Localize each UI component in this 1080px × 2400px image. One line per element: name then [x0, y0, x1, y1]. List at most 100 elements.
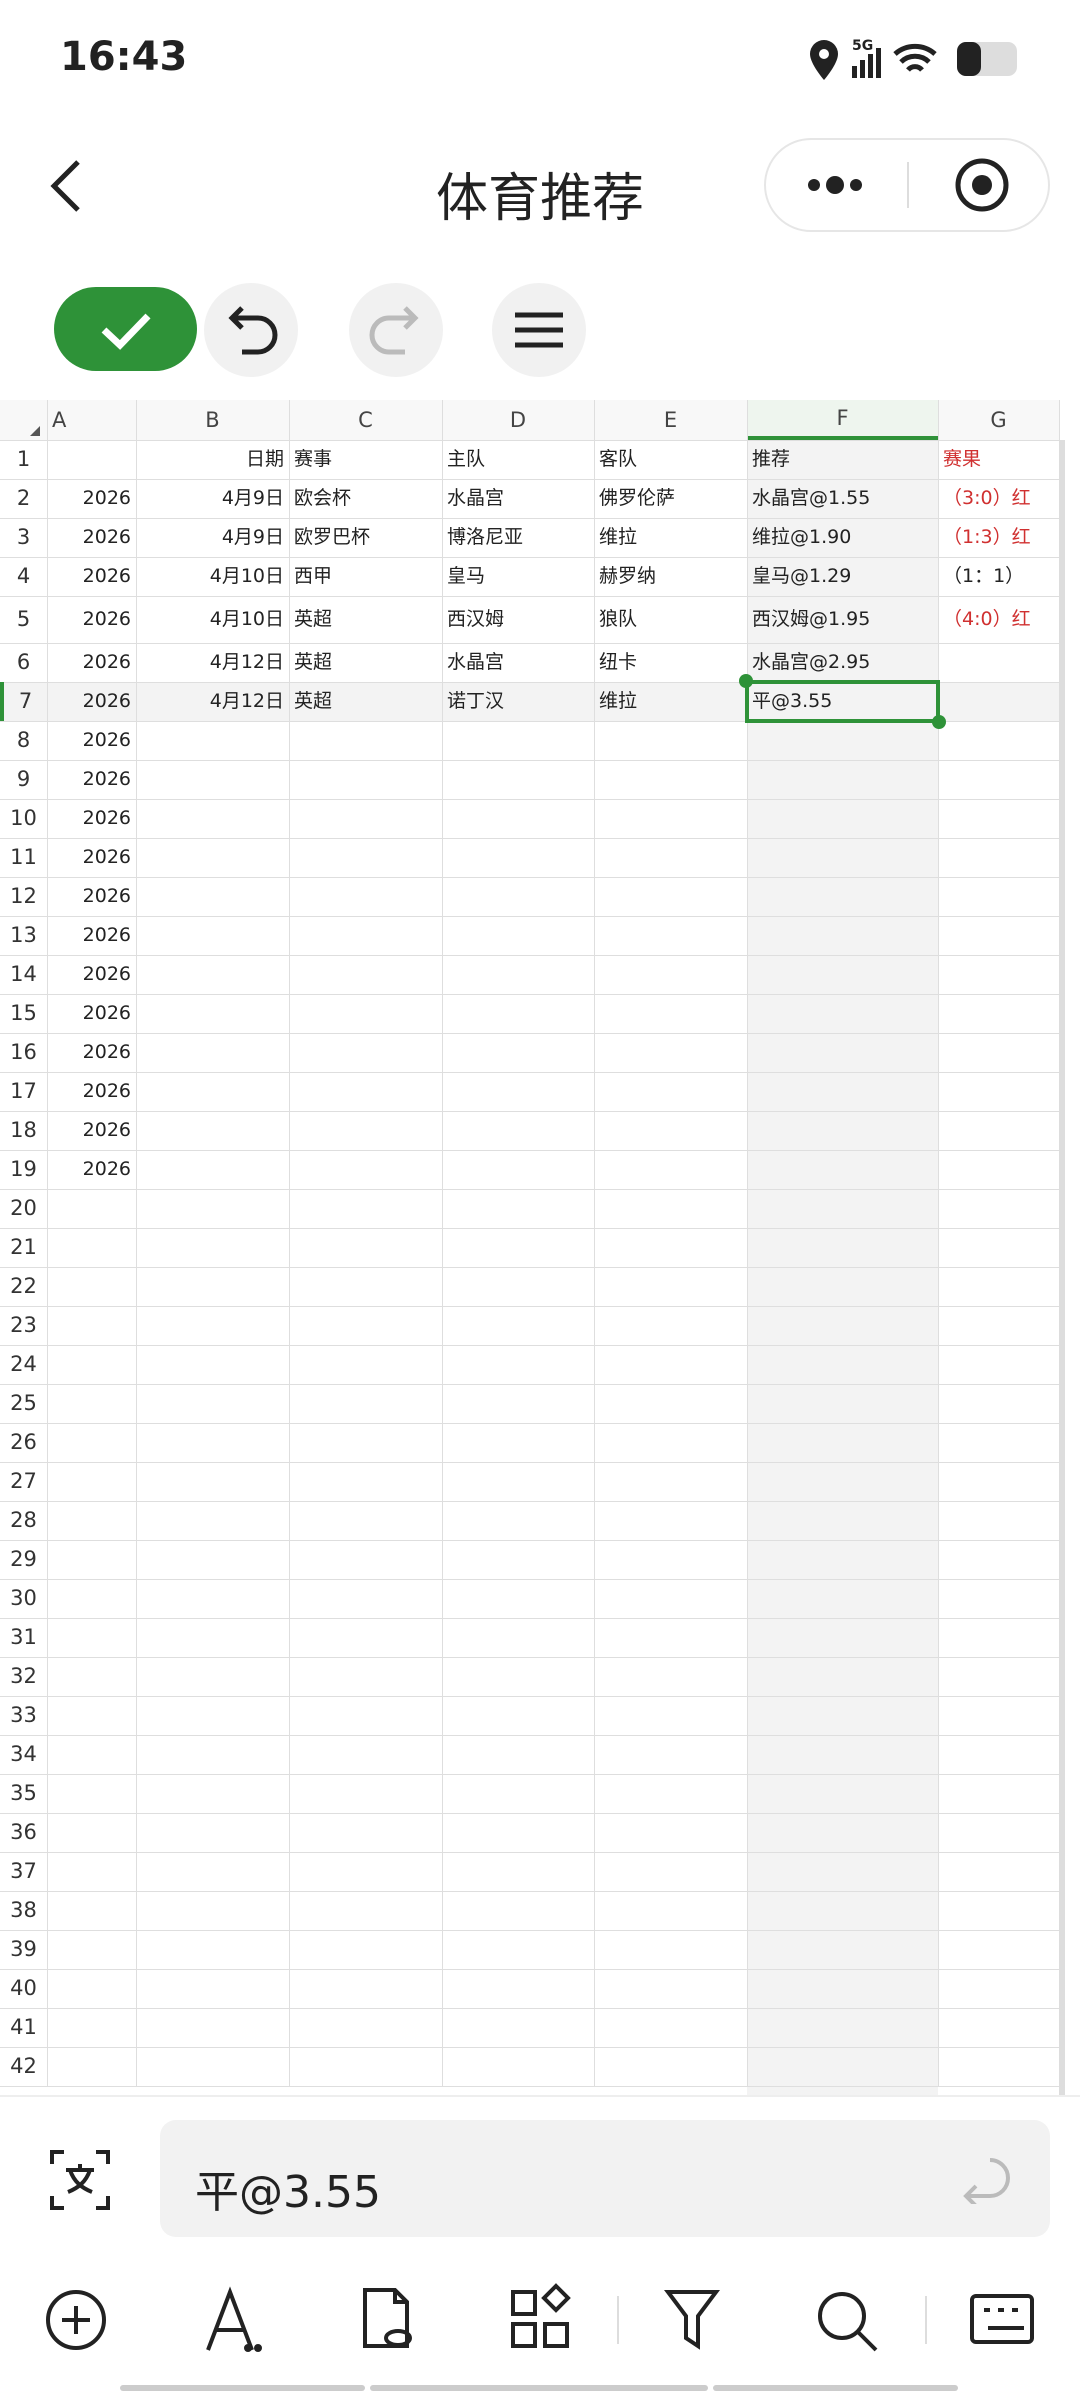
grid-line — [0, 1306, 1059, 1307]
row-number: 23 — [10, 1313, 37, 1337]
grid-line — [0, 440, 1059, 441]
cell: 推荐 — [752, 448, 791, 470]
ocr-button[interactable] — [48, 2148, 112, 2212]
selected-row — [0, 682, 1059, 721]
grid-line — [442, 400, 443, 2086]
grid-line — [0, 1696, 1059, 1697]
redo-button[interactable] — [349, 283, 443, 377]
cell: 西汉姆@1.95 — [752, 608, 871, 630]
row-number: 28 — [10, 1508, 37, 1532]
grid-line — [0, 1228, 1059, 1229]
row-number: 42 — [10, 2054, 37, 2078]
grid-line — [0, 1774, 1059, 1775]
grid-line — [0, 1150, 1059, 1151]
spreadsheet: A B C D E F G 1 日期 赛事 主队 客队 推荐 赛果 2 2026 4月9日 欧会杯 水晶宫 佛罗伦萨水… — [0, 400, 1080, 2095]
cell: 2026 — [82, 885, 131, 907]
formula-text: 平@3.55 — [195, 2167, 381, 2218]
cell: 英超 — [294, 651, 333, 673]
filter-button[interactable] — [664, 2290, 720, 2350]
cell: 2026 — [82, 1002, 131, 1024]
cell: 2026 — [82, 924, 131, 946]
cell: 2026 — [82, 608, 131, 630]
cell: 2026 — [82, 963, 131, 985]
grid-line — [0, 1969, 1059, 1970]
format-button[interactable] — [206, 2286, 254, 2351]
cell: 2026 — [82, 846, 131, 868]
cell: 4月12日 — [209, 651, 284, 673]
grid-line — [0, 682, 1059, 683]
selection-handle — [932, 715, 946, 729]
grid-line — [938, 400, 939, 2086]
grid-line — [0, 916, 1059, 917]
cell: 2026 — [82, 487, 131, 509]
cell: 2026 — [82, 768, 131, 790]
cell: 赛事 — [294, 448, 333, 470]
insert-button[interactable] — [46, 2290, 106, 2350]
grid-line — [0, 2086, 1059, 2087]
cell: 佛罗伦萨 — [599, 487, 676, 509]
enter-icon[interactable] — [960, 2156, 1016, 2204]
cell: 诺丁汉 — [447, 690, 505, 712]
row-number: 34 — [10, 1742, 37, 1766]
row-number: 24 — [10, 1352, 37, 1376]
cell: （1：1） — [943, 565, 1025, 587]
grid-line — [0, 1540, 1059, 1541]
selection-handle — [739, 674, 753, 688]
back-button[interactable] — [40, 150, 90, 220]
cell: 狼队 — [599, 608, 638, 630]
cell: 2026 — [82, 1041, 131, 1063]
grid-line — [0, 1189, 1059, 1190]
grid-line — [0, 643, 1059, 644]
row-number: 30 — [10, 1586, 37, 1610]
selection — [745, 680, 940, 723]
network: 5G — [852, 38, 874, 54]
grid-line — [289, 400, 290, 2086]
cell: 2026 — [82, 1119, 131, 1141]
cell: 2026 — [82, 651, 131, 673]
grid-line — [0, 1852, 1059, 1853]
grid-line — [0, 799, 1059, 800]
row-number: 41 — [10, 2015, 37, 2039]
row-number: 19 — [10, 1157, 37, 1181]
status-icons — [810, 40, 1017, 80]
undo-button[interactable] — [204, 283, 298, 377]
cell: 维拉 — [599, 526, 638, 548]
search-button[interactable] — [818, 2292, 866, 2340]
cell: 赛果 — [943, 448, 982, 470]
cell: 欧会杯 — [294, 487, 352, 509]
grid-line — [0, 721, 1059, 722]
grid-line — [0, 760, 1059, 761]
confirm-button[interactable] — [54, 287, 197, 371]
grid-line — [0, 877, 1059, 878]
cell: 4月10日 — [209, 608, 284, 630]
grid-line — [594, 400, 595, 2086]
cell: 2026 — [82, 690, 131, 712]
keyboard-button[interactable] — [970, 2294, 1034, 2344]
cell: 2026 — [82, 1158, 131, 1180]
grid-line — [0, 1111, 1059, 1112]
cell: （4:0）红 — [943, 608, 1031, 630]
view-button[interactable] — [363, 2288, 409, 2348]
cell: 主队 — [447, 448, 486, 470]
grid-line — [0, 1735, 1059, 1736]
cell: 博洛尼亚 — [447, 526, 524, 548]
toolbar — [54, 283, 586, 377]
cell: 水晶宫@1.55 — [752, 487, 871, 509]
grid-line — [0, 1618, 1059, 1619]
row-number: 33 — [10, 1703, 37, 1727]
cell: 欧罗巴杯 — [294, 526, 371, 548]
column-header: A — [52, 407, 67, 432]
grid-line — [0, 1813, 1059, 1814]
grid-line — [0, 1267, 1059, 1268]
row-number: 16 — [10, 1040, 37, 1064]
cell: 维拉@1.90 — [752, 526, 852, 548]
column-header: B — [205, 407, 220, 432]
grid-line — [0, 838, 1059, 839]
row-number: 18 — [10, 1118, 37, 1142]
cell: （1:3）红 — [943, 526, 1031, 548]
apps-button[interactable] — [511, 2290, 537, 2316]
row-number: 13 — [10, 923, 37, 947]
cell: 西汉姆 — [447, 608, 505, 630]
row-number: 14 — [10, 962, 37, 986]
formula-input[interactable]: 平@3.55 — [160, 2120, 1050, 2237]
